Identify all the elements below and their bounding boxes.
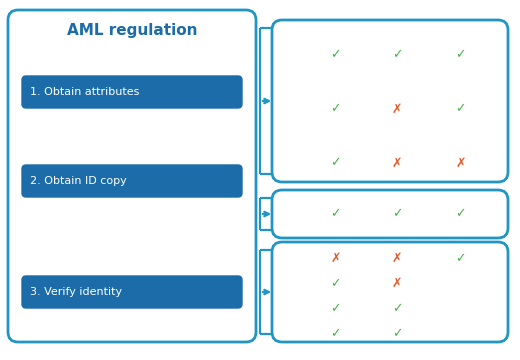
Text: ✓: ✓ (331, 302, 341, 315)
Text: ✗: ✗ (392, 252, 402, 265)
FancyBboxPatch shape (8, 10, 256, 342)
Text: ✓: ✓ (331, 157, 341, 170)
Text: ✓: ✓ (331, 277, 341, 290)
Text: ✗: ✗ (331, 252, 341, 265)
Text: ✓: ✓ (392, 49, 402, 62)
Text: ✓: ✓ (456, 207, 466, 220)
Text: ✗: ✗ (456, 157, 466, 170)
Text: ✗: ✗ (392, 157, 402, 170)
Text: ✓: ✓ (456, 103, 466, 116)
Text: ✓: ✓ (331, 207, 341, 220)
FancyBboxPatch shape (272, 20, 508, 182)
FancyBboxPatch shape (22, 276, 242, 308)
Text: ✗: ✗ (392, 103, 402, 116)
Text: ✗: ✗ (392, 277, 402, 290)
Text: ✓: ✓ (331, 327, 341, 340)
Text: AML regulation: AML regulation (67, 22, 197, 37)
Text: ✓: ✓ (392, 302, 402, 315)
Text: 2. Obtain ID copy: 2. Obtain ID copy (30, 176, 127, 186)
FancyBboxPatch shape (272, 190, 508, 238)
Text: 1. Obtain attributes: 1. Obtain attributes (30, 87, 139, 97)
Text: ✓: ✓ (392, 207, 402, 220)
FancyBboxPatch shape (272, 242, 508, 342)
FancyBboxPatch shape (22, 76, 242, 108)
Text: ✓: ✓ (331, 49, 341, 62)
Text: ✓: ✓ (456, 252, 466, 265)
Text: ✓: ✓ (456, 49, 466, 62)
FancyBboxPatch shape (22, 165, 242, 197)
Text: ✓: ✓ (331, 103, 341, 116)
Text: 3. Verify identity: 3. Verify identity (30, 287, 122, 297)
Text: ✓: ✓ (392, 327, 402, 340)
